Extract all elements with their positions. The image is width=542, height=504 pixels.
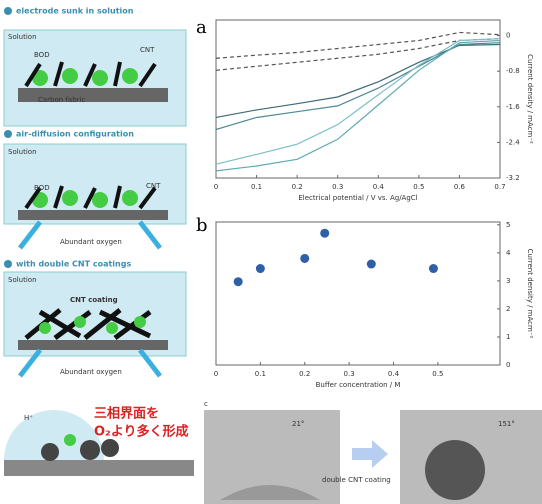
y-tick-label: -1.6 bbox=[506, 103, 520, 111]
enzyme bbox=[64, 434, 76, 446]
y-tick-label: 0 bbox=[506, 361, 510, 369]
x-tick-label: 0.1 bbox=[255, 370, 266, 378]
x-tick-label: 0.4 bbox=[373, 183, 385, 191]
y-tick-label: 1 bbox=[506, 333, 510, 341]
x-tick-label: 0.1 bbox=[251, 183, 262, 191]
panel-label: b bbox=[196, 215, 208, 236]
oxygen-label: Abundant oxygen bbox=[60, 238, 122, 246]
solution-label: Solution bbox=[8, 148, 37, 156]
line-series bbox=[215, 38, 501, 71]
line-series bbox=[215, 42, 501, 131]
arrow-text: double CNT coating bbox=[322, 476, 391, 484]
cnt-coating-label: CNT coating bbox=[70, 296, 118, 304]
x-tick-label: 0.7 bbox=[494, 183, 505, 191]
bullet bbox=[4, 130, 12, 138]
bullet bbox=[4, 260, 12, 268]
point bbox=[320, 228, 330, 238]
y-tick-label: 3 bbox=[506, 277, 510, 285]
step-label: air-diffusion configuration bbox=[16, 130, 134, 139]
x-axis-label: Electrical potential / V vs. Ag/AgCl bbox=[298, 194, 417, 202]
x-axis-label: Buffer concentration / M bbox=[316, 381, 401, 389]
oxygen-label: Abundant oxygen bbox=[60, 368, 122, 376]
enzymes bbox=[32, 190, 138, 208]
panel-label: a bbox=[196, 17, 207, 38]
bod-label: BOD bbox=[34, 184, 50, 192]
point bbox=[300, 253, 310, 263]
point bbox=[428, 264, 438, 274]
x-tick-label: 0.3 bbox=[344, 370, 355, 378]
solution-label: Solution bbox=[8, 276, 37, 284]
flat-droplet bbox=[220, 485, 320, 500]
oxygen-arrows bbox=[18, 220, 162, 250]
plot-frame bbox=[215, 221, 501, 366]
fabric-label: Carbon fabric bbox=[38, 96, 85, 104]
x-tick-label: 0.6 bbox=[454, 183, 466, 191]
fabric bbox=[18, 88, 168, 102]
y-tick-label: 2 bbox=[506, 305, 510, 313]
x-tick-label: 0 bbox=[214, 183, 218, 191]
proton-label: H⁺ bbox=[24, 414, 33, 422]
line-series bbox=[215, 39, 501, 172]
y-tick-label: 0 bbox=[506, 32, 510, 40]
bullet bbox=[4, 7, 12, 15]
schematic: electrode sunk in solution Solution BOD … bbox=[3, 7, 542, 504]
cnts bbox=[24, 308, 152, 341]
y-tick-label: -0.8 bbox=[506, 67, 520, 75]
angle-label: 151° bbox=[498, 420, 515, 428]
arrow bbox=[352, 440, 388, 468]
y-axis-label: Current density / mAcm⁻² bbox=[526, 54, 534, 144]
substrate bbox=[4, 460, 194, 476]
point bbox=[233, 277, 243, 287]
fabric bbox=[18, 210, 168, 220]
round-droplet bbox=[425, 440, 485, 500]
cnt-label: CNT bbox=[140, 46, 155, 54]
cnts bbox=[24, 185, 157, 210]
x-tick-label: 0 bbox=[214, 370, 218, 378]
x-tick-label: 0.4 bbox=[388, 370, 400, 378]
point bbox=[255, 264, 265, 274]
step-label: electrode sunk in solution bbox=[16, 7, 134, 16]
y-tick-label: 4 bbox=[506, 249, 511, 257]
point bbox=[366, 259, 376, 269]
x-tick-label: 0.2 bbox=[292, 183, 303, 191]
x-tick-label: 0.2 bbox=[299, 370, 310, 378]
x-tick-label: 0.3 bbox=[332, 183, 343, 191]
cnts bbox=[24, 61, 157, 88]
solution-label: Solution bbox=[8, 33, 37, 41]
angle-label: 21° bbox=[292, 420, 304, 428]
line-series bbox=[215, 31, 501, 59]
y-tick-label: -2.4 bbox=[506, 138, 520, 146]
bod-label: BOD bbox=[34, 51, 50, 59]
y-tick-label: -3.2 bbox=[506, 174, 520, 182]
droplet bbox=[4, 410, 104, 460]
panel-label: c bbox=[204, 400, 208, 408]
y-axis-label: Current density / mAcm⁻² bbox=[526, 249, 534, 339]
y-tick-label: 5 bbox=[506, 221, 510, 229]
x-tick-label: 0.5 bbox=[413, 183, 424, 191]
step-label: with double CNT coatings bbox=[16, 260, 131, 269]
oxygen-arrows bbox=[18, 348, 162, 378]
cnt-label: CNT bbox=[146, 182, 161, 190]
particles bbox=[41, 439, 119, 461]
fabric bbox=[18, 340, 168, 350]
line-series bbox=[215, 38, 501, 165]
interface-text: O₂より多く形成 bbox=[94, 424, 189, 440]
interface-text: 三相界面を bbox=[94, 406, 159, 422]
enzymes bbox=[39, 316, 146, 334]
plot-frame bbox=[215, 19, 501, 179]
x-tick-label: 0.5 bbox=[432, 370, 443, 378]
